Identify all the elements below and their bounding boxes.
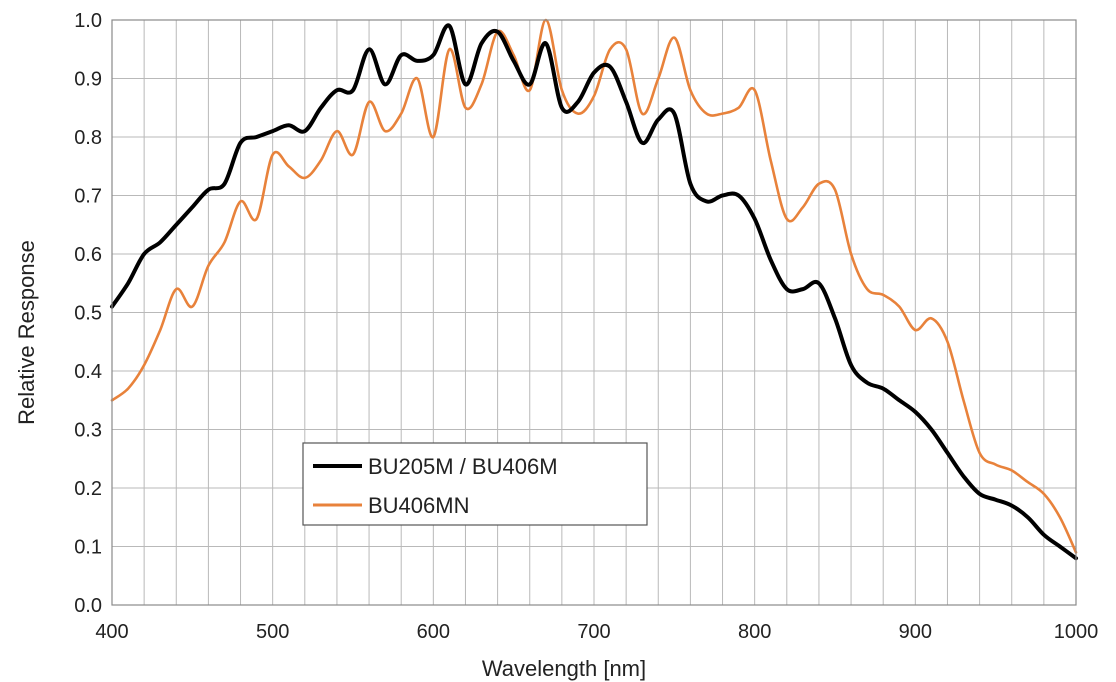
y-axis-label: Relative Response (14, 240, 39, 425)
y-tick-label: 0.1 (74, 537, 102, 559)
y-tick-label: 1.0 (74, 10, 102, 32)
x-axis-label: Wavelength [nm] (482, 656, 646, 681)
x-tick-label: 800 (738, 621, 771, 643)
x-tick-label: 700 (577, 621, 610, 643)
legend-label-bu406mn: BU406MN (368, 493, 469, 518)
legend-label-bu205m-bu406m: BU205M / BU406M (368, 454, 558, 479)
x-tick-label: 400 (95, 621, 128, 643)
y-axis-ticks: 0.0 0.1 0.2 0.3 0.4 0.5 0.6 0.7 0.8 0.9 1.0 (74, 10, 102, 617)
y-tick-label: 0.5 (74, 303, 102, 325)
series-line-bu205m-bu406m (110, 23, 1078, 561)
plot-frame (111, 19, 1077, 606)
x-axis-ticks: 400 500 600 700 800 900 1000 (95, 621, 1098, 643)
x-tick-label: 500 (256, 621, 289, 643)
legend-box (302, 442, 648, 526)
y-tick-label: 0.0 (74, 595, 102, 617)
y-tick-label: 0.4 (74, 361, 102, 383)
legend: BU205M / BU406M BU406MN (302, 442, 648, 526)
x-tick-label: 600 (417, 621, 450, 643)
y-tick-label: 0.6 (74, 244, 102, 266)
x-tick-label: 1000 (1054, 621, 1099, 643)
y-tick-label: 0.8 (74, 127, 102, 149)
y-tick-label: 0.9 (74, 69, 102, 91)
series-line-bu406mn (110, 18, 1078, 554)
plot-area (110, 18, 1078, 561)
y-tick-label: 0.3 (74, 420, 102, 442)
y-tick-label: 0.7 (74, 186, 102, 208)
y-tick-label: 0.2 (74, 478, 102, 500)
x-tick-label: 900 (899, 621, 932, 643)
